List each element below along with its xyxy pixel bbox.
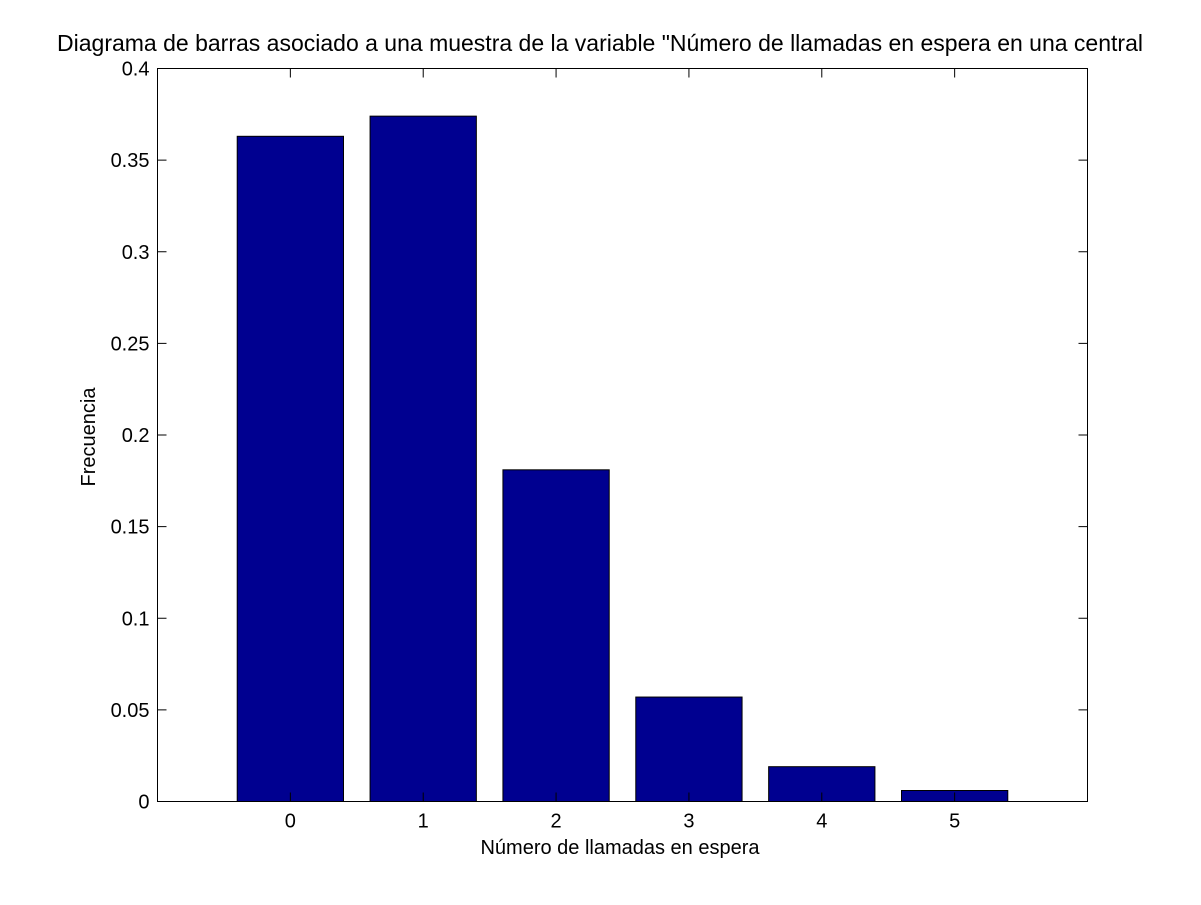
x-tick-label: 4 <box>816 811 827 833</box>
y-tick-label: 0 <box>138 792 149 814</box>
bar-0 <box>236 135 344 803</box>
tick-group <box>157 68 1088 802</box>
y-tick-label: 0.3 <box>122 242 150 264</box>
bar-3 <box>635 696 743 802</box>
y-tick-label: 0.4 <box>122 59 150 81</box>
y-tick-label: 0.05 <box>111 700 150 722</box>
y-tick-label: 0.25 <box>111 333 150 355</box>
chart-title: Diagrama de barras asociado a una muestr… <box>57 30 1143 56</box>
bar-1 <box>369 115 477 802</box>
bar-group <box>236 115 1009 803</box>
x-tick-label: 3 <box>683 811 694 833</box>
x-tick-label: 2 <box>551 811 562 833</box>
bar-2 <box>502 469 610 802</box>
y-tick-label: 0.2 <box>122 425 150 447</box>
y-tick-labels: 0 0.05 0.1 0.15 0.2 0.25 0.3 0.35 0.4 <box>111 59 150 814</box>
y-tick-label: 0.35 <box>111 150 150 172</box>
x-tick-label: 5 <box>949 811 960 833</box>
x-axis-label: Número de llamadas en espera <box>480 837 760 859</box>
x-tick-label: 0 <box>285 811 296 833</box>
y-tick-label: 0.1 <box>122 608 150 630</box>
y-tick-label: 0.15 <box>111 517 150 539</box>
x-tick-label: 1 <box>418 811 429 833</box>
x-tick-labels: 0 1 2 3 4 5 <box>285 811 960 833</box>
y-axis-label: Frecuencia <box>78 387 100 487</box>
plot-area-frame <box>157 68 1088 802</box>
